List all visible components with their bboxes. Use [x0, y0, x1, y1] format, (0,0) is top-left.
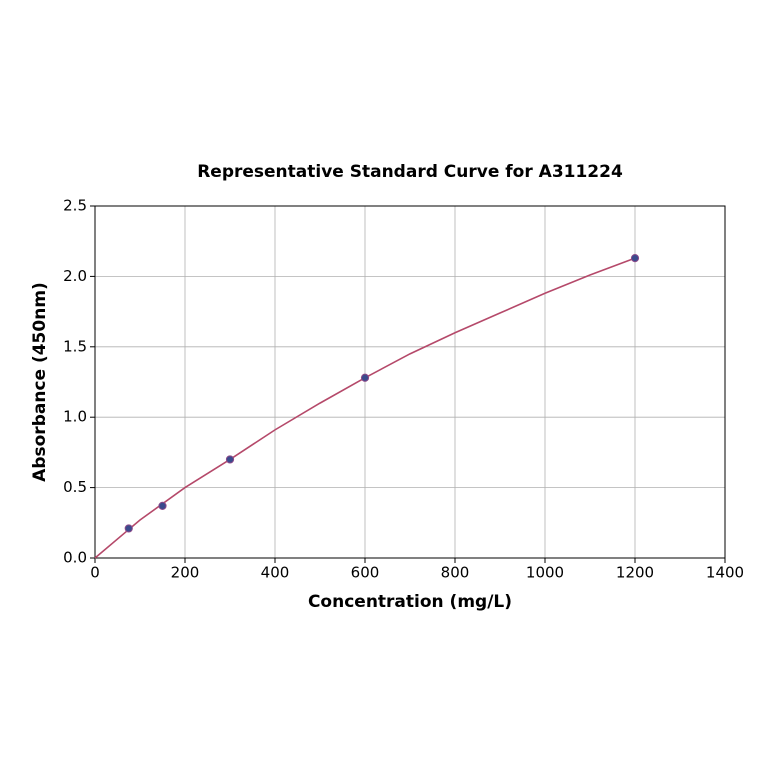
- y-tick-label: 1.0: [63, 408, 87, 426]
- data-point: [225, 455, 235, 464]
- data-point: [630, 253, 640, 263]
- y-tick-label: 1.5: [63, 337, 87, 355]
- y-axis-label: Absorbance (450nm): [30, 282, 50, 482]
- x-tick-label: 0: [90, 564, 100, 582]
- data-point: [158, 501, 167, 511]
- chart-title: Representative Standard Curve for A31122…: [197, 162, 623, 182]
- data-point: [360, 373, 370, 382]
- x-tick-label: 200: [171, 564, 200, 582]
- x-tick-label: 800: [441, 564, 470, 582]
- y-tick-label: 0.0: [63, 549, 87, 567]
- x-tick-label: 600: [351, 564, 380, 582]
- x-tick-label: 400: [261, 564, 290, 582]
- y-tick-label: 2.0: [63, 267, 87, 285]
- plot-frame: [94, 205, 726, 559]
- x-axis-label: Concentration (mg/L): [308, 592, 512, 612]
- y-tick-label: 2.5: [63, 197, 87, 215]
- y-tick-label: 0.5: [63, 478, 87, 496]
- x-tick-label: 1000: [526, 564, 564, 582]
- data-point: [124, 524, 133, 533]
- x-tick-label: 1200: [616, 564, 654, 582]
- x-tick-label: 1400: [706, 564, 744, 582]
